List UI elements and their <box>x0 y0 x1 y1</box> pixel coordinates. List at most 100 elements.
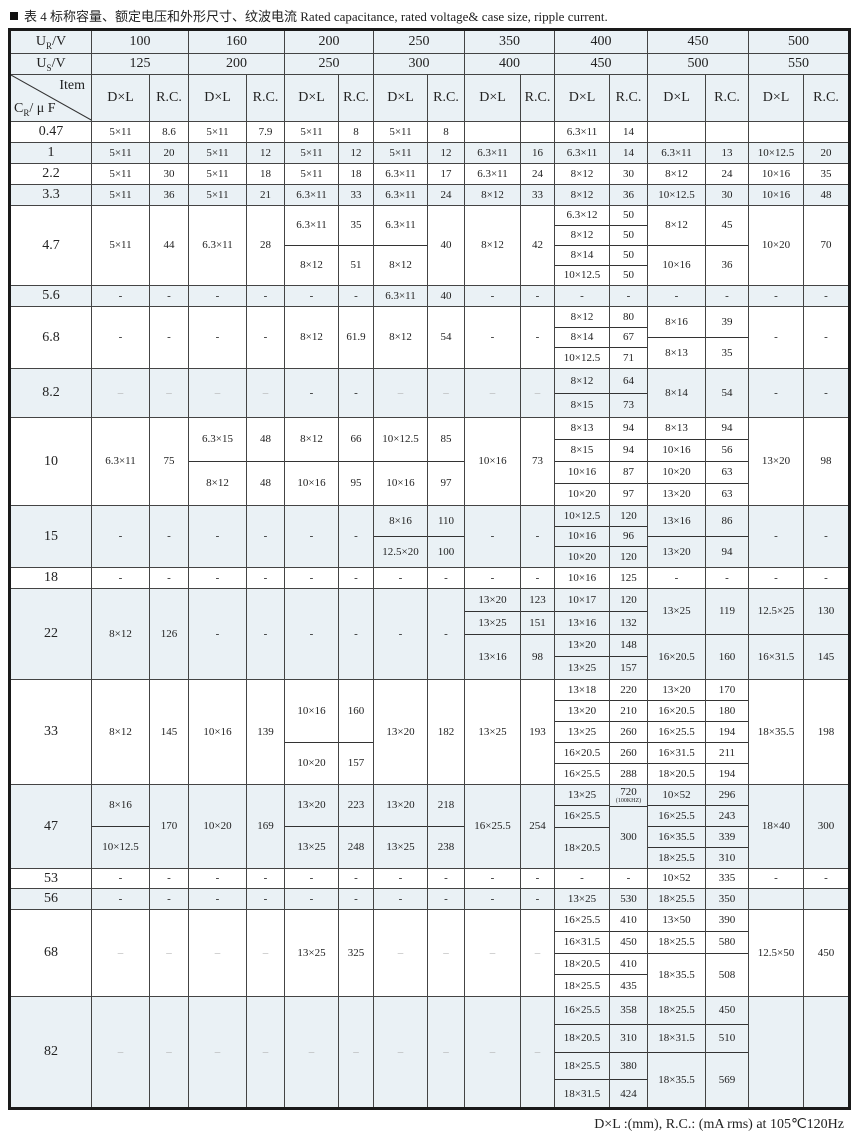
value-text: 10×16 <box>662 444 691 457</box>
ripple-current-value: 210 <box>610 700 647 721</box>
cell-stack: – <box>375 998 427 1108</box>
ripple-current-cell: 42 <box>520 205 555 286</box>
case-size-value: 10×20 <box>555 483 609 505</box>
dimension-cell: 8×12 10×16 <box>284 417 339 506</box>
value-text: 508 <box>718 968 736 981</box>
value-text: – <box>214 1045 221 1058</box>
dimension-cell: 10×12.5 <box>748 142 804 164</box>
value-text: - <box>118 872 123 885</box>
cell-stack: - <box>466 507 520 567</box>
value-text: 16×25.5 <box>563 767 601 780</box>
case-size-value: 10×12.5 <box>92 826 149 868</box>
case-size-value: 18×25.5 <box>555 1051 609 1080</box>
value-text: - <box>263 289 268 302</box>
ripple-current-value: 94 <box>706 536 748 567</box>
case-size-value: - <box>556 870 609 888</box>
case-size-value: - <box>286 287 338 306</box>
value-text: 80 <box>623 310 634 323</box>
ripple-current-cell: 8 <box>427 121 465 143</box>
ripple-current-value: - <box>340 569 373 588</box>
ripple-current-column-header: R.C. <box>520 74 555 122</box>
ripple-current-value: 410 <box>610 952 647 975</box>
ripple-current-cell: 410 450 410 435 <box>609 909 648 997</box>
value-text: 435 <box>620 979 637 992</box>
case-size-value: 8×12 <box>286 308 338 368</box>
cell-stack: - <box>750 870 803 888</box>
ripple-current-value: - <box>151 890 188 909</box>
value-text: 13×50 <box>662 914 691 927</box>
ripple-current-value: 50 <box>610 245 647 265</box>
value-text: 139 <box>257 725 274 738</box>
ripple-current-cell: 94 56 63 63 <box>705 417 749 506</box>
table-row: 10 6.3×11 75 6.3×15 8×12 48 48 8×12 10×16 66 95 10×… <box>9 417 850 506</box>
ripple-current-value <box>805 998 849 1108</box>
ripple-current-cell: 218 238 <box>427 784 465 869</box>
ripple-current-cell: 198 <box>803 679 850 785</box>
ripple-current-cell: 50 50 50 50 <box>609 205 648 286</box>
cell-stack: 160 157 <box>339 681 373 784</box>
cell-stack: 12 <box>429 144 464 163</box>
ripple-current-value: – <box>429 998 464 1108</box>
cell-stack: 6.3×11 <box>466 165 520 184</box>
value-text: - <box>535 571 540 584</box>
dimension-cell: 13×25 16×20.5 <box>647 588 706 680</box>
case-size-value: - <box>190 308 246 368</box>
ripple-current-cell: - <box>149 505 189 568</box>
table-row: 6.8 - - - - 8×12 61.9 8×12 54 - - 8×12 8×14 10×12.5 80… <box>9 306 850 369</box>
value-text: - <box>535 331 540 344</box>
cell-stack: – <box>522 911 554 996</box>
cell-stack: 8×12 8×14 10×12.5 <box>555 308 609 368</box>
case-size-value: 5×11 <box>286 123 338 142</box>
dimension-cell: 13×20 13×25 13×16 <box>464 588 521 680</box>
cell-stack: - <box>805 370 849 417</box>
case-size-value: 6.3×11 <box>375 207 427 246</box>
cell-stack: 13×16 13×20 <box>648 507 705 567</box>
value-text: 8×15 <box>570 444 594 457</box>
table-row: 82 – – – – – – – – – – 16×25.5 18×20.5 18×25.5 18×31.5… <box>9 996 850 1109</box>
ripple-current-cell: 17 <box>427 163 465 185</box>
ripple-current-cell: 35 <box>803 163 850 185</box>
dimension-cell: - <box>748 868 804 889</box>
value-text: - <box>167 530 171 543</box>
dimension-cell: - <box>748 285 804 307</box>
value-text: 157 <box>620 662 637 675</box>
cell-stack: 12.5×50 <box>750 911 803 996</box>
table-row: 22 8×12 126 - - - - - - 13×20 13×25 13×16 123 151 98 10… <box>9 588 850 680</box>
dimension-cell <box>464 121 521 143</box>
cell-stack: - <box>248 870 284 888</box>
dimension-cell: 10×16 <box>748 163 804 185</box>
case-size-value: 10×16 <box>190 681 246 784</box>
ripple-current-value: – <box>429 370 464 417</box>
cell-stack: - <box>190 870 246 888</box>
case-size-value: 8×12 <box>374 245 427 285</box>
dimension-cell: 8×12 <box>464 205 521 286</box>
ripple-current-value: 56 <box>706 439 748 461</box>
cell-stack: 13×20 13×25 <box>285 786 338 868</box>
value-text: - <box>824 571 828 584</box>
value-text: 75 <box>163 455 175 468</box>
ripple-current-value: - <box>805 870 849 888</box>
case-size-value: 8×12 <box>93 590 149 679</box>
value-text: 720 <box>620 786 637 799</box>
us-unit: /V <box>51 55 66 71</box>
cell-stack: - <box>248 590 284 679</box>
value-text: 125 <box>620 571 637 584</box>
ripple-current-value: 390 <box>707 911 748 932</box>
value-text: - <box>354 627 358 640</box>
ripple-current-value: - <box>151 507 188 567</box>
dimension-cell: 5×11 <box>188 184 247 206</box>
value-text: 36 <box>623 188 634 201</box>
value-text: 10×52 <box>662 872 691 885</box>
cell-stack <box>750 998 803 1108</box>
cell-stack: 5×11 <box>93 165 149 184</box>
value-text: 18×25.5 <box>658 936 695 949</box>
value-text: 13×25 <box>567 662 597 675</box>
cell-stack: – <box>286 998 338 1108</box>
value-text: 18×25.5 <box>658 851 695 864</box>
ripple-current-value: 569 <box>706 1052 748 1107</box>
case-size-value: 8×16 <box>375 507 427 537</box>
case-size-value: 6.3×12 <box>556 207 609 226</box>
ripple-current-value: 310 <box>706 847 748 868</box>
ripple-current-value: - <box>429 870 464 888</box>
cell-stack: 5×11 <box>93 123 149 142</box>
